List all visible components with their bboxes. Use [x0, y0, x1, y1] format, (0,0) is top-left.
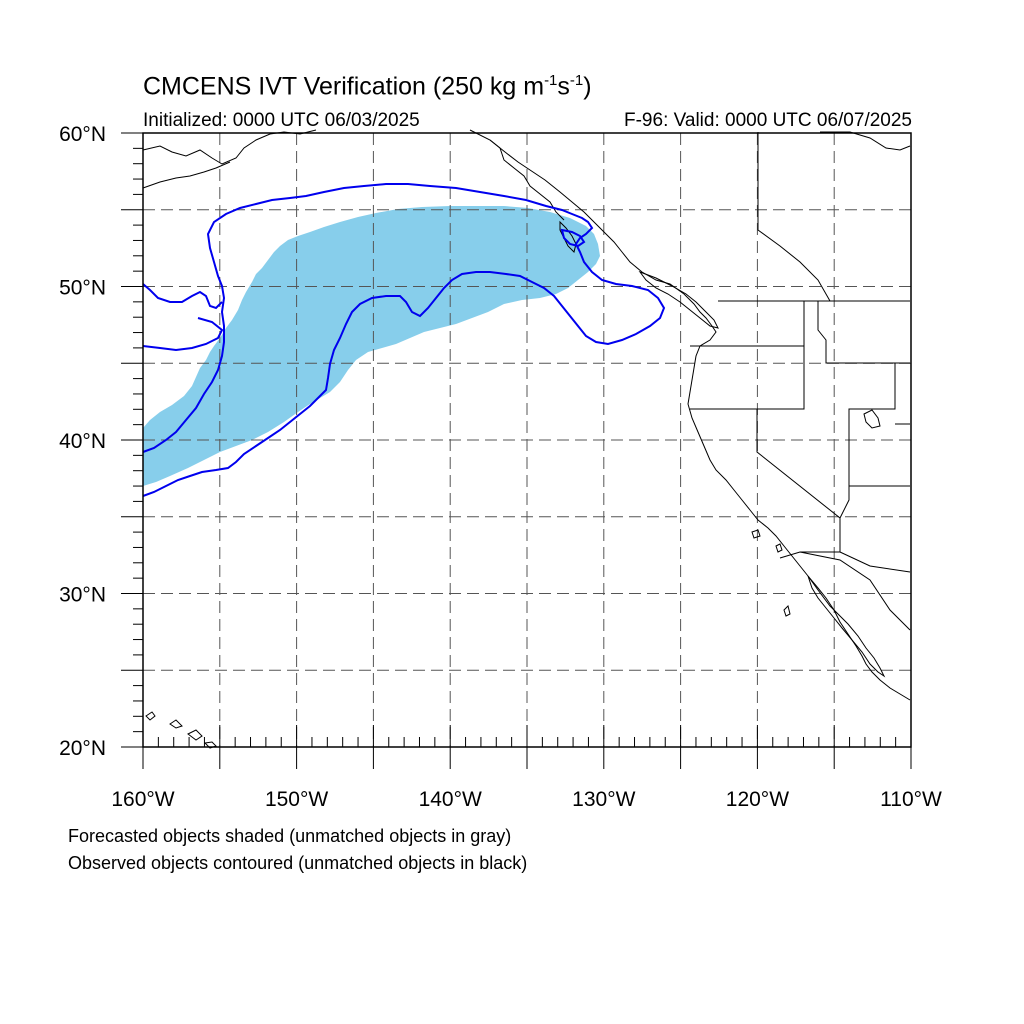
north-america-coastline: [469, 129, 911, 701]
title-mid: s: [557, 72, 570, 101]
us-state-borders: [690, 132, 911, 631]
coastlines-and-borders: [142, 129, 911, 749]
forecast-object-shading: [143, 206, 600, 486]
title-prefix: CMCENS IVT Verification (250 kg m: [143, 72, 545, 101]
title-suffix: ): [583, 72, 592, 101]
observed-ivt-contour: [142, 183, 666, 497]
hawaii-islands: [145, 711, 217, 749]
observed-object-contours: [142, 183, 666, 497]
longitude-labels: 160°W 150°W 140°W 130°W 120°W 110°W: [111, 788, 942, 811]
longitude-label: 130°W: [572, 788, 635, 811]
lat-lon-gridlines: [143, 133, 911, 747]
legend-observed-note: Observed objects contoured (unmatched ob…: [68, 853, 528, 873]
valid-time: F-96: Valid: 0000 UTC 06/07/2025: [624, 110, 912, 131]
latitude-label: 20°N: [59, 737, 106, 760]
alaska-coastline: [142, 129, 911, 221]
latitude-label: 30°N: [59, 584, 106, 607]
pacific-islands: [751, 409, 881, 617]
title-exp2: -1: [569, 72, 584, 89]
title-exp1: -1: [544, 72, 558, 89]
latitude-label: 40°N: [59, 430, 106, 453]
forecast-ivt-object: [143, 206, 600, 486]
legend-forecast-note: Forecasted objects shaded (unmatched obj…: [68, 826, 512, 846]
map-title: CMCENS IVT Verification (250 kg m-1s-1): [143, 72, 592, 101]
observed-small-contour: [560, 228, 586, 248]
latitude-label: 50°N: [59, 277, 106, 300]
axis-ticks: [121, 132, 912, 769]
longitude-label: 140°W: [419, 788, 482, 811]
baja-california-coast: [807, 575, 886, 678]
vancouver-island: [638, 270, 719, 329]
latitude-labels: 60°N 50°N 40°N 30°N 20°N: [59, 123, 106, 760]
longitude-label: 160°W: [111, 788, 174, 811]
latitude-label: 60°N: [59, 123, 106, 146]
longitude-label: 120°W: [726, 788, 789, 811]
longitude-label: 150°W: [265, 788, 328, 811]
longitude-label: 110°W: [880, 788, 942, 811]
initialized-time: Initialized: 0000 UTC 06/03/2025: [143, 110, 420, 131]
